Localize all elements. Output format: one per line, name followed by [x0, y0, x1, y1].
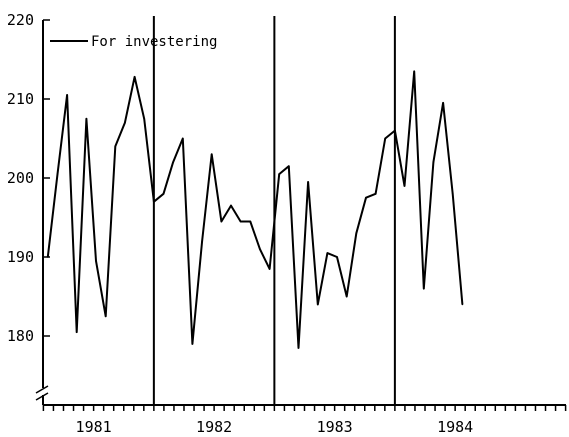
- data-point: [297, 347, 300, 349]
- y-tick-label: 180: [7, 327, 34, 345]
- data-point: [403, 185, 406, 187]
- data-point: [336, 256, 338, 258]
- data-point: [124, 121, 126, 124]
- data-point: [288, 165, 290, 167]
- data-point: [182, 137, 184, 140]
- data-point: [423, 287, 425, 290]
- data-point: [384, 137, 387, 140]
- axis-break-mark: [35, 392, 49, 401]
- data-point: [432, 161, 435, 163]
- x-tick-label: 1984: [437, 418, 473, 436]
- y-tick-label: 210: [7, 90, 34, 108]
- data-point: [365, 196, 367, 199]
- series-line: [46, 70, 464, 349]
- data-point: [259, 248, 261, 250]
- data-point: [114, 145, 117, 148]
- data-point: [230, 204, 232, 207]
- x-axis: 1981 1982 1983 1984: [42, 404, 567, 436]
- data-point: [413, 70, 416, 73]
- data-point: [355, 232, 358, 235]
- data-point: [85, 118, 88, 120]
- data-point: [143, 118, 145, 120]
- legend-label: For investering: [91, 34, 217, 50]
- data-point: [394, 129, 396, 132]
- data-point: [442, 102, 444, 104]
- data-point: [249, 220, 252, 223]
- data-point: [461, 303, 464, 306]
- y-tick-label: 190: [7, 248, 34, 266]
- data-point: [75, 331, 78, 333]
- data-point: [268, 268, 271, 270]
- x-tick-label: 1983: [317, 418, 353, 436]
- data-point: [239, 220, 242, 223]
- legend: For investering: [50, 34, 217, 50]
- series-group: [46, 70, 464, 349]
- data-point: [66, 94, 68, 96]
- data-point: [162, 193, 165, 195]
- x-tick-label: 1982: [196, 418, 232, 436]
- data-point: [95, 260, 97, 262]
- data-point: [201, 240, 203, 242]
- data-point: [47, 256, 49, 258]
- y-axis: 180 190 200 210 220: [7, 11, 50, 405]
- data-point: [278, 173, 281, 175]
- data-point: [191, 343, 194, 345]
- data-point: [220, 220, 223, 223]
- data-point: [317, 303, 319, 306]
- y-tick-label: 220: [7, 11, 34, 29]
- data-point: [210, 153, 213, 156]
- data-point: [307, 181, 309, 183]
- data-point: [374, 193, 377, 195]
- data-point: [345, 295, 348, 298]
- x-tick-label: 1981: [76, 418, 112, 436]
- data-point: [451, 193, 454, 195]
- data-point: [153, 200, 155, 203]
- data-point: [133, 76, 136, 78]
- data-point: [326, 252, 329, 254]
- axis-break-mark: [35, 385, 49, 394]
- data-point: [104, 315, 107, 318]
- data-point: [172, 161, 174, 163]
- year-dividers: [152, 16, 396, 405]
- data-point: [56, 173, 59, 175]
- y-tick-label: 200: [7, 169, 34, 187]
